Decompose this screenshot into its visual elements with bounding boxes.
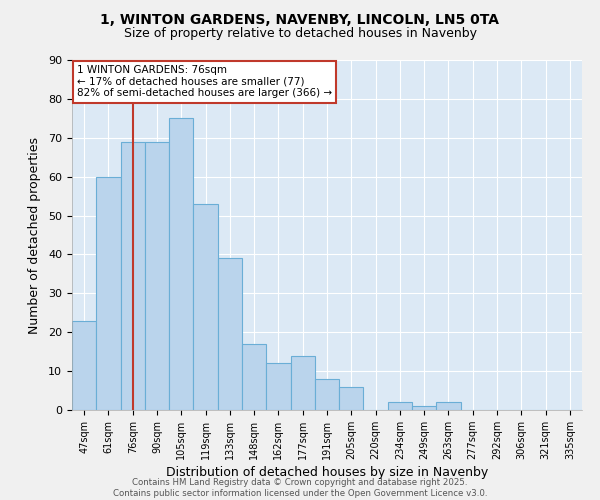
X-axis label: Distribution of detached houses by size in Navenby: Distribution of detached houses by size … (166, 466, 488, 479)
Text: Size of property relative to detached houses in Navenby: Size of property relative to detached ho… (124, 28, 476, 40)
Text: 1, WINTON GARDENS, NAVENBY, LINCOLN, LN5 0TA: 1, WINTON GARDENS, NAVENBY, LINCOLN, LN5… (101, 12, 499, 26)
Bar (339, 386, 364, 410)
Y-axis label: Number of detached properties: Number of detached properties (28, 136, 41, 334)
Bar (315, 379, 339, 410)
Bar (388, 402, 412, 410)
Bar (121, 142, 145, 410)
Bar (145, 142, 169, 410)
Bar (242, 344, 266, 410)
Bar (436, 402, 461, 410)
Bar (96, 176, 121, 410)
Bar (412, 406, 436, 410)
Bar (193, 204, 218, 410)
Bar (169, 118, 193, 410)
Text: 1 WINTON GARDENS: 76sqm
← 17% of detached houses are smaller (77)
82% of semi-de: 1 WINTON GARDENS: 76sqm ← 17% of detache… (77, 66, 332, 98)
Bar (266, 364, 290, 410)
Bar (290, 356, 315, 410)
Text: Contains HM Land Registry data © Crown copyright and database right 2025.
Contai: Contains HM Land Registry data © Crown c… (113, 478, 487, 498)
Bar (218, 258, 242, 410)
Bar (72, 320, 96, 410)
